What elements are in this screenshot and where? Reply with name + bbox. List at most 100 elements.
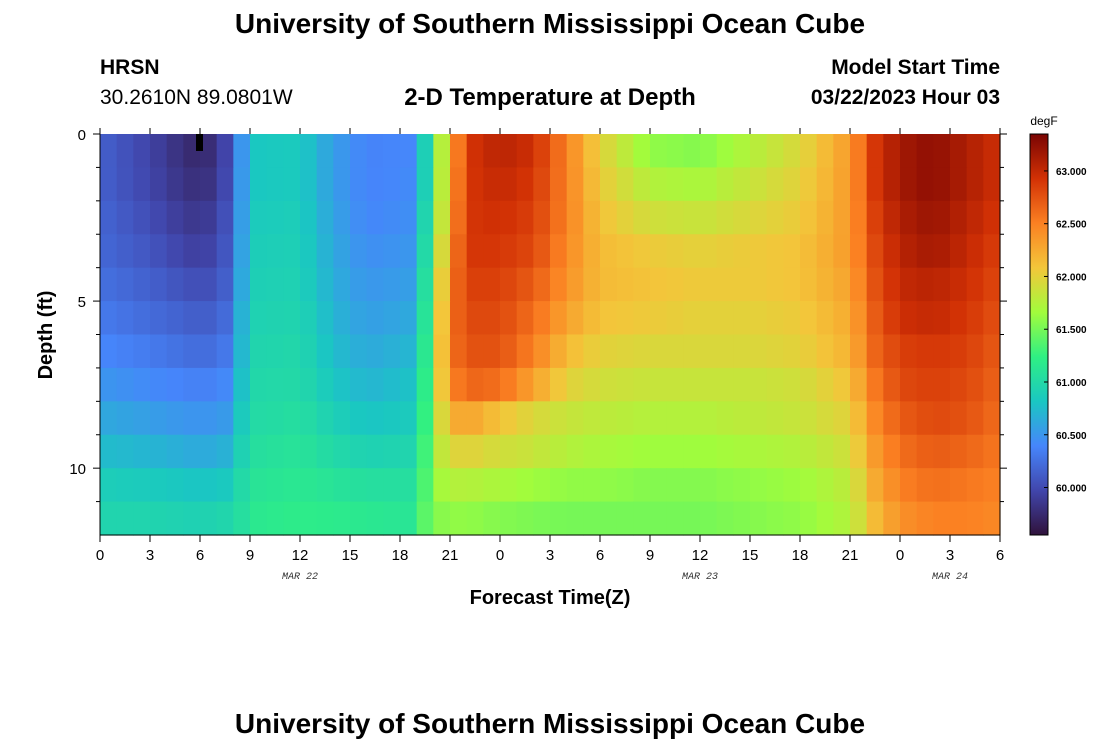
station-coordinates: 30.2610N 89.0801W bbox=[100, 86, 293, 109]
heatmap-cell bbox=[233, 501, 251, 536]
heatmap-cell bbox=[633, 501, 651, 536]
heatmap-cell bbox=[833, 334, 851, 369]
heatmap-cell bbox=[183, 301, 201, 336]
heatmap-cell bbox=[116, 434, 134, 469]
x-tick-label: 9 bbox=[646, 547, 654, 564]
heatmap-cell bbox=[216, 234, 234, 269]
heatmap-cell bbox=[466, 434, 484, 469]
heatmap-cell bbox=[916, 434, 934, 469]
heatmap-cell bbox=[466, 334, 484, 369]
heatmap-cell bbox=[533, 134, 551, 169]
heatmap-cell bbox=[500, 301, 518, 336]
heatmap-cell bbox=[700, 334, 718, 369]
heatmap-cell bbox=[450, 267, 468, 302]
heatmap-cell bbox=[416, 301, 434, 336]
heatmap-cell bbox=[400, 501, 418, 536]
colorbar-tick-label: 62.000 bbox=[1056, 272, 1087, 283]
heatmap-cell bbox=[466, 267, 484, 302]
heatmap-cell bbox=[700, 468, 718, 503]
heatmap-cell bbox=[600, 267, 618, 302]
heatmap-cell bbox=[500, 401, 518, 436]
heatmap-cell bbox=[933, 468, 951, 503]
heatmap-cell bbox=[233, 301, 251, 336]
heatmap-cell bbox=[883, 468, 901, 503]
heatmap-cell bbox=[933, 167, 951, 202]
heatmap-cell bbox=[233, 334, 251, 369]
heatmap-cell bbox=[533, 301, 551, 336]
heatmap-cell bbox=[133, 301, 151, 336]
heatmap-cell bbox=[250, 301, 268, 336]
heatmap-cell bbox=[733, 134, 751, 169]
heatmap-cell bbox=[500, 167, 518, 202]
heatmap-cell bbox=[466, 367, 484, 402]
heatmap-cell bbox=[200, 434, 218, 469]
heatmap-cell bbox=[733, 501, 751, 536]
heatmap-cell bbox=[600, 401, 618, 436]
heatmap-cell bbox=[950, 301, 968, 336]
heatmap-cell bbox=[650, 134, 668, 169]
heatmap-cell bbox=[483, 200, 501, 235]
heatmap-cell bbox=[200, 267, 218, 302]
heatmap-cell bbox=[950, 334, 968, 369]
x-tick-label: 15 bbox=[342, 547, 359, 564]
heatmap-cell bbox=[550, 367, 568, 402]
heatmap-cell bbox=[633, 334, 651, 369]
heatmap-cell bbox=[183, 234, 201, 269]
heatmap-cell bbox=[150, 434, 168, 469]
heatmap-cell bbox=[450, 200, 468, 235]
heatmap-cell bbox=[550, 167, 568, 202]
heatmap-cell bbox=[616, 234, 634, 269]
heatmap-cell bbox=[433, 468, 451, 503]
heatmap-cell bbox=[983, 234, 1001, 269]
x-tick-label: 3 bbox=[546, 547, 554, 564]
heatmap-cell bbox=[666, 134, 684, 169]
heatmap-cell bbox=[183, 334, 201, 369]
heatmap-cell bbox=[833, 234, 851, 269]
heatmap-cell bbox=[316, 367, 334, 402]
heatmap-cell bbox=[866, 468, 884, 503]
heatmap-cell bbox=[966, 434, 984, 469]
heatmap-cell bbox=[316, 167, 334, 202]
x-tick-label: 18 bbox=[392, 547, 409, 564]
heatmap-cell bbox=[916, 234, 934, 269]
heatmap-cell bbox=[783, 267, 801, 302]
heatmap-cell bbox=[566, 367, 584, 402]
heatmap-cell bbox=[366, 367, 384, 402]
heatmap-cell bbox=[166, 301, 184, 336]
heatmap-cell bbox=[400, 167, 418, 202]
heatmap-cell bbox=[716, 167, 734, 202]
heatmap-cell bbox=[250, 501, 268, 536]
heatmap-cell bbox=[933, 334, 951, 369]
heatmap-cell bbox=[833, 134, 851, 169]
heatmap-cell bbox=[500, 468, 518, 503]
heatmap-cell bbox=[233, 401, 251, 436]
marker-block bbox=[196, 134, 203, 151]
heatmap-cell bbox=[166, 334, 184, 369]
heatmap-cell bbox=[966, 167, 984, 202]
heatmap-cell bbox=[300, 434, 318, 469]
heatmap-cell bbox=[783, 301, 801, 336]
heatmap-cell bbox=[166, 501, 184, 536]
heatmap-cell bbox=[900, 234, 918, 269]
heatmap-cell bbox=[483, 367, 501, 402]
colorbar-gradient bbox=[1029, 133, 1049, 536]
heatmap-cell bbox=[566, 501, 584, 536]
heatmap-cell bbox=[416, 334, 434, 369]
heatmap-cell bbox=[883, 234, 901, 269]
heatmap-cell bbox=[100, 401, 118, 436]
heatmap-cell bbox=[266, 200, 284, 235]
heatmap-cell bbox=[766, 200, 784, 235]
heatmap-cell bbox=[933, 301, 951, 336]
heatmap-cell bbox=[650, 334, 668, 369]
heatmap-cell bbox=[183, 501, 201, 536]
heatmap-cell bbox=[916, 501, 934, 536]
heatmap-cell bbox=[783, 468, 801, 503]
heatmap-cell bbox=[150, 334, 168, 369]
heatmap-cell bbox=[883, 200, 901, 235]
heatmap-cell bbox=[833, 167, 851, 202]
heatmap-cell bbox=[333, 468, 351, 503]
heatmap-cell bbox=[683, 134, 701, 169]
colorbar-tick-label: 60.000 bbox=[1056, 484, 1087, 495]
heatmap-cell bbox=[583, 468, 601, 503]
heatmap-cell bbox=[666, 267, 684, 302]
